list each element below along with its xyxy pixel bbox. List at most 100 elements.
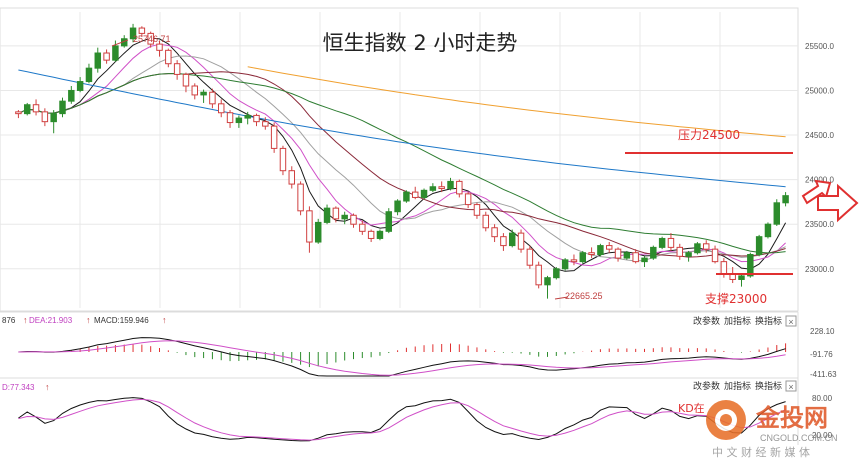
candle-body [438, 186, 445, 190]
chart-title: 恒生指数 2 小时走势 [323, 31, 518, 55]
candle-body [270, 125, 278, 149]
candle-body [297, 183, 304, 212]
right-arrow-icon [817, 183, 859, 223]
candle-body [147, 32, 154, 45]
candle-body [491, 227, 498, 238]
kd-link-change-params[interactable]: 改参数 [693, 380, 720, 392]
candle-body [182, 73, 190, 87]
macd-dea-label: DEA:21.903 [29, 316, 73, 325]
candle-body [676, 246, 684, 257]
candle-body [323, 207, 331, 223]
macd-link-add-indicator[interactable]: 加指标 [724, 315, 751, 327]
candle-body [314, 221, 322, 243]
candle-body [588, 252, 595, 256]
candle-body [385, 211, 393, 232]
candle-body [173, 63, 181, 75]
candle-body [561, 259, 569, 270]
macd-up-glyph: ↑ [23, 315, 28, 325]
kd-close-button[interactable] [785, 380, 797, 392]
candle-body [359, 223, 366, 232]
y-tick-label: 23000.0 [805, 265, 834, 274]
watermark-slogan: 中 文 财 经 新 媒 体 [712, 445, 810, 459]
candle-body [138, 27, 146, 34]
candle-body [59, 100, 66, 115]
candle-body [517, 232, 525, 250]
candle-body [526, 248, 534, 266]
candle-body [544, 277, 551, 286]
ma-line-orange [247, 66, 786, 138]
candle-body [720, 261, 728, 275]
candle-body [702, 243, 710, 250]
candle-body [200, 91, 207, 96]
macd-up-glyph: ↑ [162, 315, 167, 325]
candle-body [464, 193, 472, 206]
candle-body [244, 114, 251, 119]
candle-body [156, 43, 163, 51]
candle-body [658, 237, 666, 248]
candle-body [226, 112, 234, 124]
candle-body [32, 104, 40, 113]
kd-d-line [18, 398, 786, 441]
kd-tick-80: 80.00 [812, 394, 833, 403]
candle-body [553, 268, 560, 279]
candle-body [394, 200, 401, 213]
kd-close-icon: × [788, 382, 793, 392]
candle-body [773, 202, 781, 225]
candle-body [332, 207, 340, 220]
watermark: 金投网 CNGOLD.COM.CN 中 文 财 经 新 媒 体 [706, 400, 838, 459]
candle-body [764, 223, 772, 238]
candle-body [508, 232, 516, 247]
macd-up-glyph: ↑ [86, 315, 91, 325]
kd-link-add-indicator[interactable]: 加指标 [724, 380, 751, 392]
macd-link-switch-indicator[interactable]: 换指标 [755, 315, 782, 327]
candle-body [411, 191, 419, 198]
candle-body [306, 210, 313, 243]
kd-panel: D:77.343 ↑ 改参数 加指标 换指标 × KD在 80.00 20.00 [0, 377, 833, 445]
candle-body [614, 248, 622, 259]
candle-body [68, 89, 75, 102]
candle-body [15, 111, 22, 115]
macd-close-icon: × [788, 317, 793, 327]
macd-link-change-params[interactable]: 改参数 [693, 315, 720, 327]
candle-body [605, 245, 613, 250]
kd-label: D:77.343 [2, 383, 35, 392]
candle-body [641, 257, 648, 263]
y-tick-label: 24000.0 [805, 176, 834, 185]
candle-body [482, 214, 490, 229]
macd-close-button[interactable] [785, 315, 797, 327]
candle-body [288, 170, 296, 185]
candle-body [253, 114, 260, 123]
candle-body [403, 191, 410, 202]
high-value-label: 25746.71 [133, 34, 171, 44]
kd-lines [18, 397, 786, 442]
candle-body [103, 52, 110, 61]
candle-body [456, 180, 463, 195]
low-value-label: 22665.25 [565, 291, 603, 301]
macd-histogram [26, 343, 787, 368]
y-tick-label: 23500.0 [805, 220, 834, 229]
candle-body [738, 275, 745, 280]
ma-line-blue [18, 69, 786, 188]
candle-body [711, 248, 719, 263]
candle-body [350, 214, 357, 225]
up-trend-arrow-icon [801, 179, 832, 205]
kd-tick-20: 20.00 [812, 431, 833, 440]
candle-body [597, 245, 604, 256]
main-y-axis: 25500.0 25000.0 24500.0 24000.0 23500.0 23000… [805, 42, 834, 274]
kd-link-switch-indicator[interactable]: 换指标 [755, 380, 782, 392]
candle-body [667, 237, 675, 248]
candle-body [420, 189, 428, 198]
y-tick-label: 25500.0 [805, 42, 834, 51]
macd-dif-line [18, 337, 786, 377]
candle-body [50, 113, 57, 123]
candle-body [535, 264, 542, 286]
y-tick-label: 24500.0 [805, 131, 834, 140]
high-marker: 25746.71 [111, 34, 171, 47]
ma-line-gray [18, 55, 786, 262]
candle-body [112, 45, 119, 61]
candle-body [747, 254, 754, 277]
candle-body [262, 121, 269, 127]
candle-body [41, 111, 49, 123]
kd-k-line [18, 397, 786, 442]
candle-body [376, 230, 384, 239]
